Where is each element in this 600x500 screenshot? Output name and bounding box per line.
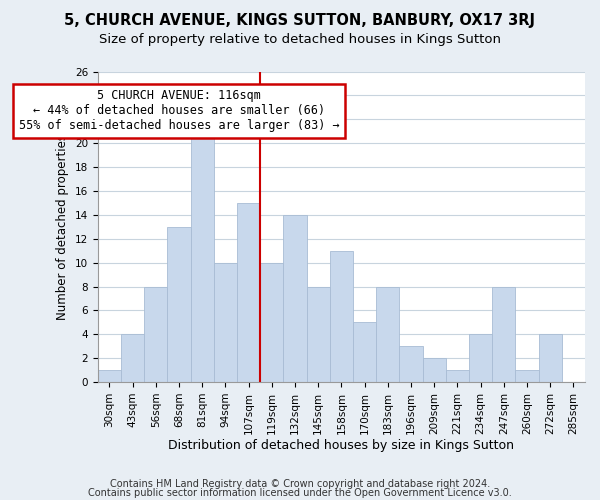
Bar	[353, 322, 376, 382]
Text: 5 CHURCH AVENUE: 116sqm
← 44% of detached houses are smaller (66)
55% of semi-de: 5 CHURCH AVENUE: 116sqm ← 44% of detache…	[19, 90, 340, 132]
Bar	[446, 370, 469, 382]
Bar	[191, 120, 214, 382]
Text: Contains public sector information licensed under the Open Government Licence v3: Contains public sector information licen…	[88, 488, 512, 498]
Bar	[237, 203, 260, 382]
Bar	[214, 262, 237, 382]
Bar	[330, 250, 353, 382]
Bar	[144, 286, 167, 382]
Bar	[283, 215, 307, 382]
Text: 5, CHURCH AVENUE, KINGS SUTTON, BANBURY, OX17 3RJ: 5, CHURCH AVENUE, KINGS SUTTON, BANBURY,…	[65, 12, 536, 28]
Bar	[121, 334, 144, 382]
Bar	[400, 346, 422, 382]
Bar	[515, 370, 539, 382]
Text: Size of property relative to detached houses in Kings Sutton: Size of property relative to detached ho…	[99, 32, 501, 46]
Bar	[539, 334, 562, 382]
Bar	[167, 227, 191, 382]
Y-axis label: Number of detached properties: Number of detached properties	[56, 134, 69, 320]
X-axis label: Distribution of detached houses by size in Kings Sutton: Distribution of detached houses by size …	[169, 440, 514, 452]
Text: Contains HM Land Registry data © Crown copyright and database right 2024.: Contains HM Land Registry data © Crown c…	[110, 479, 490, 489]
Bar	[492, 286, 515, 382]
Bar	[260, 262, 283, 382]
Bar	[422, 358, 446, 382]
Bar	[98, 370, 121, 382]
Bar	[307, 286, 330, 382]
Bar	[469, 334, 492, 382]
Bar	[376, 286, 400, 382]
